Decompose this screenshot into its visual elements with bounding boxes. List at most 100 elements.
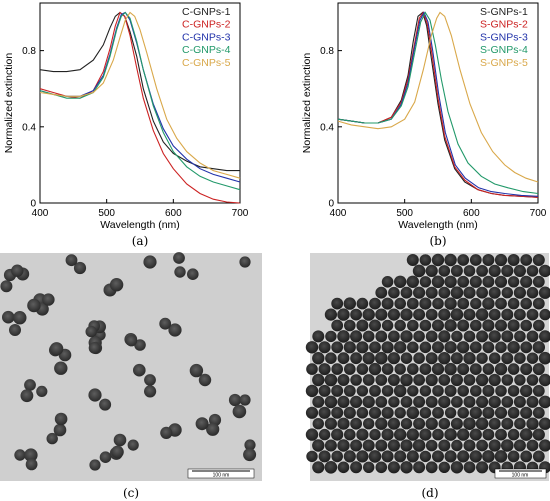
nanoparticle: [337, 395, 350, 408]
nanoparticle: [520, 363, 533, 376]
nanoparticle: [65, 254, 78, 267]
nanoparticle: [457, 363, 470, 376]
nanoparticle: [476, 286, 488, 299]
nanoparticle: [507, 363, 520, 375]
nanoparticle: [343, 341, 356, 354]
nanoparticle: [400, 373, 413, 387]
nanoparticle: [538, 286, 550, 299]
nanoparticle: [438, 461, 450, 473]
nanoparticle: [457, 297, 470, 310]
nanoparticle: [337, 439, 350, 452]
nanoparticle: [532, 363, 545, 376]
nanoparticle: [305, 428, 319, 441]
nanoparticle: [406, 254, 419, 266]
nanoparticle: [419, 254, 432, 266]
nanoparticle: [362, 439, 375, 452]
nanoparticle: [134, 339, 146, 351]
legend-entry-S-GNPs-4: S-GNPs-4: [480, 44, 528, 56]
nanoparticle: [387, 417, 400, 430]
legend-entry-C-GNPs-4: C-GNPs-4: [182, 44, 231, 56]
nanoparticle: [450, 417, 463, 430]
nanoparticle: [507, 406, 520, 419]
nanoparticle: [526, 395, 539, 408]
nanoparticle: [42, 293, 55, 306]
nanoparticle: [109, 278, 124, 292]
nanoparticle: [457, 407, 470, 419]
nanoparticle: [538, 395, 550, 409]
nanoparticle: [469, 341, 482, 354]
nanoparticle: [369, 319, 381, 332]
x-tick-label: 400: [330, 208, 347, 219]
nanoparticle: [451, 396, 463, 408]
nanoparticle: [438, 395, 451, 409]
nanoparticle: [507, 254, 520, 266]
nanoparticle: [228, 393, 242, 407]
legend-entry-S-GNPs-3: S-GNPs-3: [480, 31, 528, 43]
nanoparticle: [463, 461, 476, 474]
nanoparticle: [450, 352, 463, 365]
y-tick-label: 0.8: [22, 46, 36, 57]
nanoparticle: [375, 308, 388, 321]
nanoparticle: [431, 253, 445, 267]
legend-entry-S-GNPs-5: S-GNPs-5: [480, 57, 528, 69]
nanoparticle: [24, 448, 38, 462]
nanoparticle: [425, 264, 438, 277]
nanoparticle: [362, 330, 375, 343]
x-tick-label: 600: [165, 208, 182, 219]
nanoparticle: [463, 374, 476, 386]
nanoparticle: [425, 352, 438, 365]
nanoparticle: [312, 395, 325, 408]
nanoparticle: [419, 450, 432, 463]
nanoparticle: [312, 418, 324, 430]
nanoparticle: [495, 341, 507, 354]
nanoparticle: [400, 418, 413, 430]
nanoparticle: [127, 439, 139, 451]
nanoparticle: [160, 426, 173, 439]
nanoparticle: [457, 254, 470, 266]
x-tick-label: 500: [396, 208, 413, 219]
nanoparticle: [463, 352, 476, 365]
nanoparticle: [369, 428, 381, 441]
series-line-S-GNPs-4: [337, 11, 539, 195]
nanoparticle: [356, 385, 369, 397]
nanoparticle: [457, 385, 470, 397]
nanoparticle: [394, 275, 407, 288]
nanoparticle: [331, 384, 344, 397]
nanoparticle: [356, 319, 369, 332]
nanoparticle: [514, 352, 526, 365]
nanoparticle: [368, 450, 382, 463]
nanoparticle: [520, 254, 533, 266]
nanoparticle: [363, 418, 375, 430]
nanoparticle: [350, 395, 363, 408]
nanoparticle: [393, 384, 407, 398]
nanoparticle: [501, 439, 514, 452]
nanoparticle: [356, 297, 369, 310]
nanoparticle: [305, 406, 319, 419]
nanoparticle: [520, 384, 533, 398]
nanoparticle: [539, 308, 550, 321]
nanoparticle: [388, 396, 400, 408]
nanoparticle: [438, 330, 451, 343]
nanoparticle: [20, 389, 34, 403]
nanoparticle: [413, 286, 426, 299]
nanoparticle: [520, 341, 533, 354]
y-tick-label: 0: [30, 199, 36, 210]
nanoparticle: [482, 341, 495, 354]
nanoparticle: [331, 406, 344, 419]
x-tick-label: 400: [32, 208, 49, 219]
nanoparticle: [331, 363, 344, 375]
nanoparticle: [387, 352, 400, 365]
nanoparticle: [331, 450, 344, 463]
nanoparticle: [407, 363, 419, 375]
nanoparticle: [507, 385, 520, 397]
nanoparticle: [381, 276, 394, 288]
nanoparticle: [88, 388, 102, 402]
nanoparticle: [195, 417, 209, 431]
nanoparticle: [356, 428, 369, 441]
nanoparticle: [488, 330, 501, 343]
nanoparticle: [463, 330, 476, 343]
nanoparticle: [305, 341, 319, 354]
nanoparticle: [362, 395, 375, 409]
tem-image-d: 100 nm (d): [305, 253, 550, 500]
